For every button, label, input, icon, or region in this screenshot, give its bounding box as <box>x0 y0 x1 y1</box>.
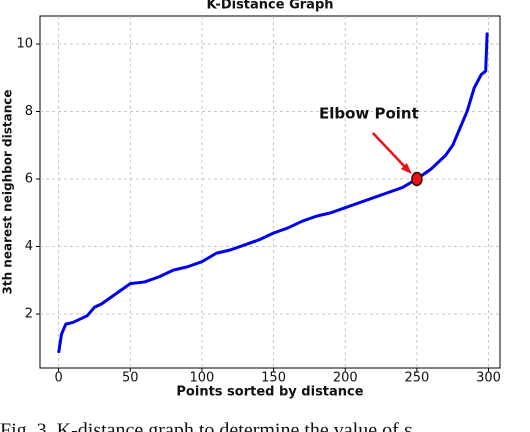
data-line <box>57 32 489 354</box>
y-tick-label: 2 <box>25 307 33 322</box>
x-tick-label: 250 <box>404 371 429 386</box>
x-axis-label: Points sorted by distance <box>176 385 363 400</box>
y-tick-label: 6 <box>25 172 33 187</box>
x-tick-label: 50 <box>122 371 139 386</box>
x-tick-label: 300 <box>476 371 501 386</box>
x-tick-label: 150 <box>261 371 286 386</box>
y-tick-label: 8 <box>25 104 33 119</box>
plot-frame <box>39 15 501 369</box>
x-tick-label: 100 <box>190 371 215 386</box>
annotation-arrowhead <box>400 163 412 175</box>
elbow-marker <box>411 171 423 187</box>
annotation-text: Elbow Point <box>319 105 419 123</box>
chart-title: K-Distance Graph <box>206 0 333 13</box>
x-tick-label: 200 <box>333 371 358 386</box>
y-axis-label: 3th nearest neighbor distance <box>1 89 15 294</box>
annotation-arrow <box>371 132 409 171</box>
y-tick-label: 10 <box>16 37 33 52</box>
caption: Fig. 3. K-distance graph to determine th… <box>0 420 412 432</box>
x-tick-label: 0 <box>54 371 62 386</box>
y-tick-label: 4 <box>25 239 33 254</box>
